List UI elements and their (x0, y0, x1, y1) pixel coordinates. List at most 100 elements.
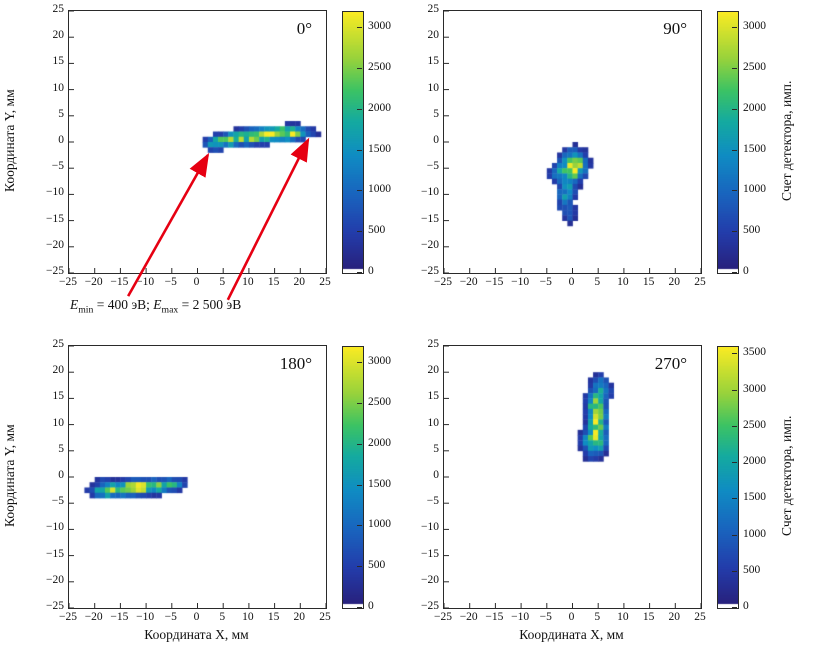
x-tick-label: 5 (219, 611, 226, 623)
y-tick-labels: −25 −20 −15 −10 −5 0 5 10 15 20 25 (395, 335, 439, 668)
y-tick-labels: −25 −20 −15 −10 −5 0 5 10 15 20 25 (20, 0, 64, 334)
y-tick-label: −5 (51, 495, 64, 508)
axis-tick-marks (69, 346, 326, 608)
x-tick-label: 0 (193, 611, 200, 623)
y-tick-label: 20 (52, 29, 65, 42)
y-tick-labels: −25 −20 −15 −10 −5 0 5 10 15 20 25 (20, 335, 64, 668)
y-tick-label: −5 (51, 160, 64, 173)
emin-symbol: E (70, 297, 79, 312)
y-tick-label: 5 (433, 107, 439, 120)
x-tick-label: 20 (668, 276, 681, 288)
y-tick-label: 10 (427, 416, 440, 429)
x-tick-label: 10 (242, 611, 254, 623)
colorbar-tick-label: 2000 (743, 101, 766, 114)
y-tick-label: 25 (52, 3, 65, 15)
y-tick-label: 15 (427, 390, 440, 403)
y-tick-label: 0 (58, 469, 64, 481)
x-tick-label: −15 (485, 611, 504, 623)
axis-tick-marks (444, 346, 701, 608)
y-tick-label: 10 (52, 416, 65, 429)
y-tick-label: 10 (52, 81, 65, 94)
x-tick-label: 25 (319, 611, 331, 623)
y-tick-label: 0 (433, 469, 439, 481)
x-axis-label: Координата X, мм (144, 627, 249, 642)
y-tick-label: −25 (46, 265, 64, 277)
y-tick-label: −10 (421, 521, 439, 534)
panel-270deg: 270° −25 −20 −15 −10 −5 0 5 10 15 20 25 −25 −20 −15−… (375, 335, 815, 668)
x-tick-label: −25 (59, 276, 77, 288)
y-tick-label: 15 (52, 390, 65, 403)
x-tick-label: 15 (642, 611, 655, 623)
x-tick-label: −5 (164, 611, 177, 623)
y-tick-label: 20 (427, 29, 440, 42)
y-tick-label: 25 (52, 338, 65, 350)
y-tick-label: 25 (427, 338, 440, 350)
y-tick-label: −20 (421, 238, 439, 251)
x-tick-label: 20 (293, 611, 306, 623)
x-tick-label: 25 (319, 276, 331, 288)
angle-annotation: 180° (279, 354, 312, 373)
y-tick-label: 20 (427, 364, 440, 377)
heatmap-180deg (69, 346, 326, 608)
colorbar-tick-label: 3500 (743, 346, 766, 359)
y-tick-label: 25 (427, 3, 440, 15)
y-tick-label: 10 (427, 81, 440, 94)
colorbar-270deg (717, 346, 739, 609)
x-tick-label: 25 (694, 611, 706, 623)
y-tick-label: 20 (52, 364, 65, 377)
x-tick-label: −15 (110, 611, 129, 623)
y-tick-label: −15 (421, 212, 439, 225)
axis-tick-marks (444, 11, 701, 273)
y-tick-label: 5 (58, 442, 64, 455)
y-axis-label: Координата Y, мм (2, 424, 17, 528)
y-tick-label: −10 (46, 521, 64, 534)
y-tick-label: 5 (58, 107, 64, 120)
plot-area-0deg: 0° (68, 10, 327, 274)
x-tick-label: 5 (594, 611, 601, 623)
x-tick-label: 0 (568, 611, 575, 623)
x-tick-label: 15 (642, 276, 655, 288)
angle-annotation: 270° (654, 354, 687, 373)
x-tick-labels: −25 −20 −15 −10 −5 0 5 10 15 20 25 (375, 611, 815, 626)
x-tick-label: −15 (110, 276, 129, 288)
x-tick-label: −20 (459, 276, 478, 288)
heatmap-90deg (444, 11, 701, 273)
y-tick-label: −20 (46, 238, 64, 251)
y-tick-label: −15 (46, 547, 64, 560)
x-tick-label: −20 (84, 276, 103, 288)
panel-90deg: 90° −25 −20 −15 −10 −5 0 5 10 15 20 25 −25 −20 −15 −1… (375, 0, 815, 334)
x-tick-label: 25 (694, 276, 706, 288)
colorbar-tick-label: 2500 (743, 61, 766, 74)
energy-range-annotation: Emin = 400 эВ; Emax = 2 500 эВ (70, 297, 241, 316)
x-tick-label: 10 (617, 611, 629, 623)
plot-area-90deg: 90° (443, 10, 702, 274)
y-tick-label: −10 (421, 186, 439, 199)
x-tick-label: 5 (594, 276, 601, 288)
heatmap-270deg (444, 346, 701, 608)
x-tick-label: −20 (459, 611, 478, 623)
x-tick-label: −25 (59, 611, 77, 623)
y-tick-label: 0 (433, 134, 439, 146)
colorbar-tick-label: 3000 (743, 20, 766, 33)
colorbar-180deg (342, 346, 364, 609)
colorbar-axis-label: Счет детектора, имп. (779, 415, 794, 537)
x-tick-label: −10 (511, 276, 530, 288)
x-tick-labels: −25 −20 −15 −10 −5 0 5 10 15 20 25 (0, 611, 440, 626)
emin-value: = 400 эВ; (93, 297, 154, 312)
y-tick-label: −10 (46, 186, 64, 199)
x-axis-label: Координата X, мм (519, 627, 624, 642)
angle-annotation: 90° (663, 19, 687, 38)
y-tick-label: −5 (426, 495, 439, 508)
y-tick-labels: −25 −20 −15 −10 −5 0 5 10 15 20 25 (395, 0, 439, 334)
colorbar-90deg (717, 11, 739, 274)
colorbar-tick-label: 2000 (743, 455, 766, 467)
y-tick-label: −20 (421, 573, 439, 586)
x-tick-label: −5 (539, 611, 552, 623)
angle-annotation: 0° (296, 19, 312, 38)
y-tick-label: −25 (46, 600, 64, 612)
plot-area-180deg: 180° (68, 345, 327, 609)
x-tick-label: 5 (219, 276, 226, 288)
emax-symbol: E (153, 297, 162, 312)
y-tick-label: −15 (421, 547, 439, 560)
